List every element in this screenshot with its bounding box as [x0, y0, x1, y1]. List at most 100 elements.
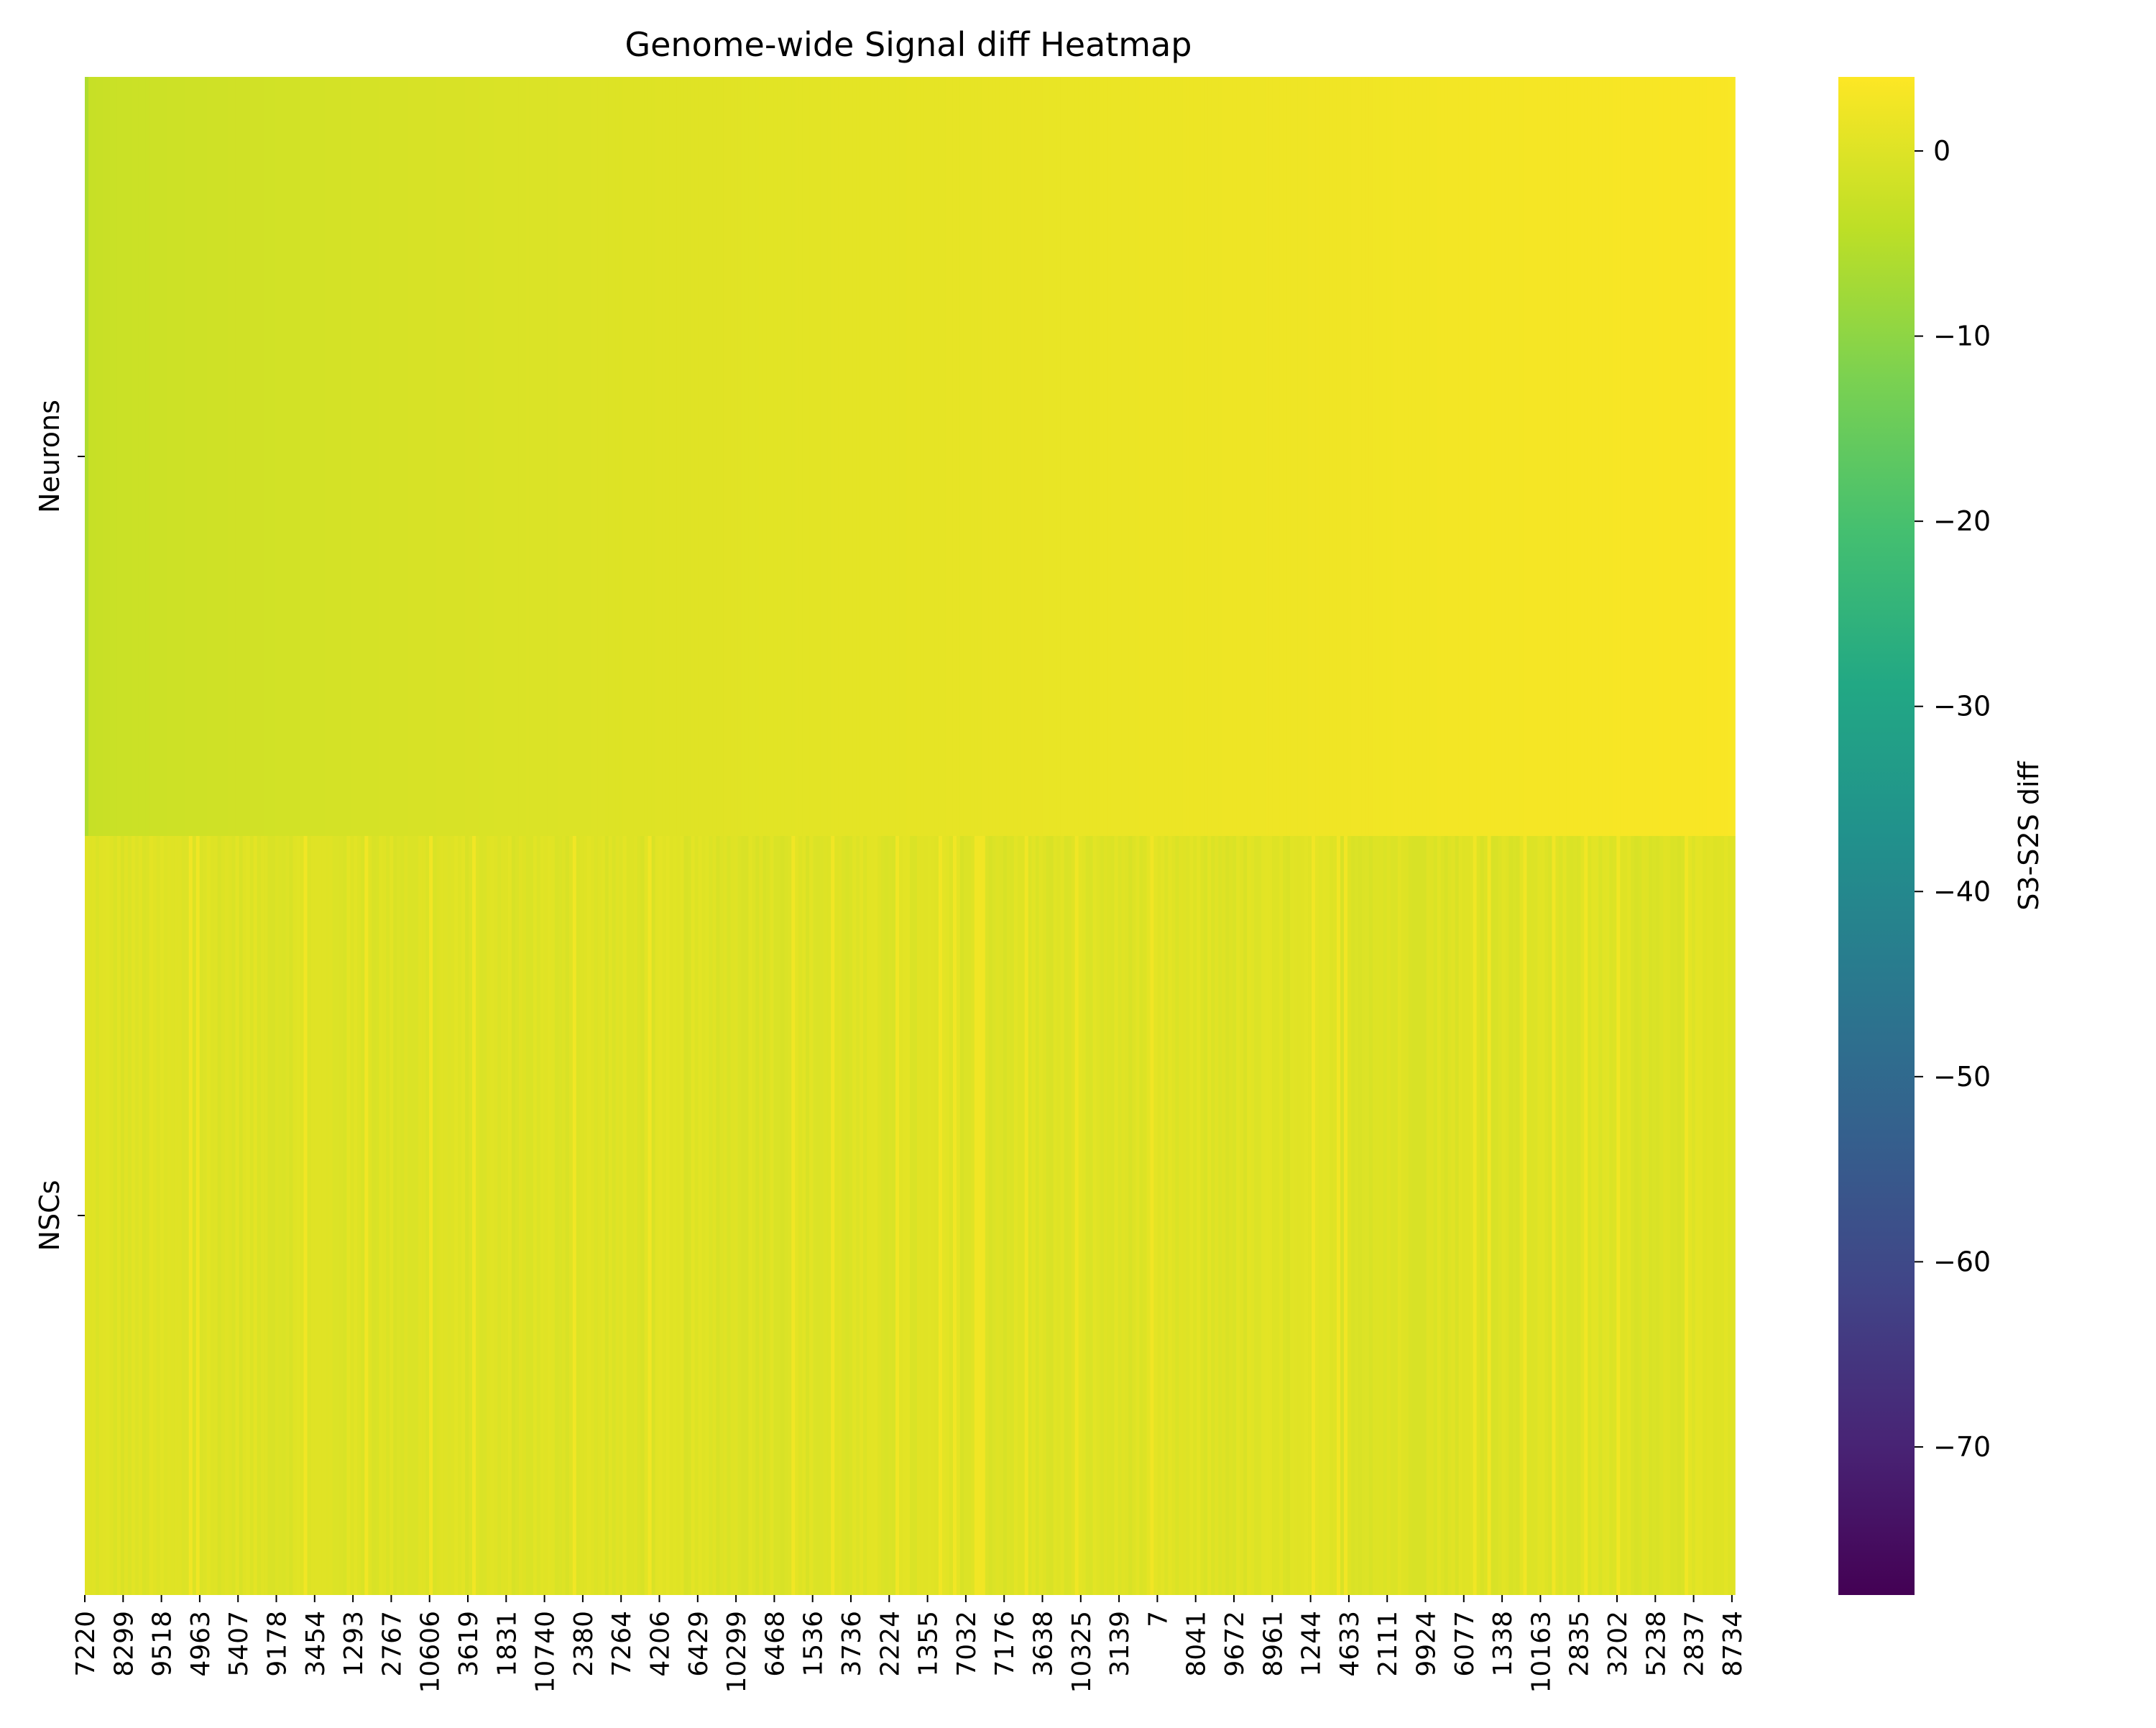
heatmap-cell	[1685, 77, 1689, 836]
heatmap-cell	[1003, 77, 1008, 836]
heatmap-cell	[683, 836, 688, 1595]
x-tick-label: 9924	[1412, 1611, 1442, 1677]
heatmap-cell	[831, 77, 835, 836]
heatmap-cell	[1429, 77, 1434, 836]
heatmap-cell	[1078, 77, 1083, 836]
heatmap-cell	[640, 77, 645, 836]
heatmap-cell	[1053, 836, 1058, 1595]
heatmap-cell	[1670, 77, 1674, 836]
heatmap-cell	[1143, 836, 1148, 1595]
heatmap-cell	[622, 77, 627, 836]
heatmap-cell	[916, 77, 921, 836]
heatmap-cell	[88, 836, 93, 1595]
heatmap-cell	[257, 836, 262, 1595]
heatmap-cell	[730, 77, 735, 836]
heatmap-cell	[91, 77, 96, 836]
heatmap-cell	[1329, 77, 1334, 836]
heatmap-cell	[1724, 836, 1728, 1595]
heatmap-cell	[1207, 77, 1212, 836]
heatmap-cell	[529, 77, 534, 836]
heatmap-cell	[397, 77, 402, 836]
heatmap-cell	[465, 836, 469, 1595]
heatmap-cell	[622, 836, 627, 1595]
heatmap-cell	[1294, 77, 1298, 836]
heatmap-cell	[400, 77, 405, 836]
heatmap-cell	[895, 77, 900, 836]
heatmap-cell	[572, 77, 577, 836]
heatmap-cell	[1193, 836, 1198, 1595]
heatmap-cell	[397, 836, 402, 1595]
heatmap-cell	[372, 77, 377, 836]
heatmap-cell	[1211, 77, 1216, 836]
heatmap-cell	[1319, 77, 1323, 836]
heatmap-cell	[1649, 77, 1653, 836]
heatmap-cell	[1200, 836, 1205, 1595]
heatmap-cell	[1107, 836, 1112, 1595]
heatmap-cell	[364, 77, 369, 836]
heatmap-cell	[411, 77, 415, 836]
heatmap-cell	[949, 836, 954, 1595]
heatmap-cell	[181, 836, 186, 1595]
heatmap-cell	[773, 77, 778, 836]
heatmap-cell	[1408, 77, 1413, 836]
x-tick-label: 10606	[416, 1611, 446, 1693]
heatmap-cell	[422, 77, 426, 836]
heatmap-cells	[85, 77, 1736, 1595]
heatmap-cell	[1379, 77, 1384, 836]
heatmap-cell	[231, 77, 236, 836]
heatmap-cell	[1064, 836, 1069, 1595]
heatmap-cell	[1085, 836, 1090, 1595]
heatmap-cell	[550, 836, 556, 1595]
heatmap-cell	[626, 836, 631, 1595]
heatmap-cell	[1046, 77, 1051, 836]
heatmap-cell	[95, 836, 100, 1595]
heatmap-cell	[938, 836, 943, 1595]
x-tick-label: 1355	[914, 1611, 944, 1677]
heatmap-cell	[1064, 77, 1069, 836]
heatmap-cell	[454, 77, 459, 836]
heatmap-cell	[899, 836, 903, 1595]
heatmap-cell	[174, 77, 179, 836]
heatmap-cell	[791, 77, 796, 836]
heatmap-cell	[1254, 836, 1258, 1595]
heatmap-cell	[1613, 77, 1618, 836]
heatmap-cell	[795, 836, 800, 1595]
heatmap-cell	[1555, 77, 1560, 836]
heatmap-cell	[1433, 77, 1438, 836]
heatmap-cell	[1566, 836, 1571, 1595]
heatmap-cell	[1168, 836, 1173, 1595]
heatmap-cell	[1570, 77, 1575, 836]
heatmap-cell	[1325, 836, 1330, 1595]
heatmap-cell	[518, 836, 523, 1595]
heatmap-cell	[1089, 77, 1094, 836]
heatmap-cell	[723, 836, 728, 1595]
heatmap-cell	[354, 77, 359, 836]
heatmap-cell	[1451, 77, 1456, 836]
heatmap-cell	[1677, 77, 1682, 836]
heatmap-cell	[368, 836, 373, 1595]
heatmap-cell	[1444, 77, 1449, 836]
heatmap-cell	[292, 77, 298, 836]
heatmap-cell	[590, 77, 595, 836]
heatmap-cell	[1010, 77, 1015, 836]
heatmap-cell	[1451, 836, 1456, 1595]
heatmap-cell	[719, 836, 724, 1595]
x-tick-label: 6468	[760, 1611, 790, 1677]
heatmap-cell	[343, 77, 348, 836]
heatmap-cell	[472, 836, 476, 1595]
heatmap-cell	[716, 77, 721, 836]
heatmap-cell	[1247, 836, 1251, 1595]
heatmap-cell	[458, 836, 462, 1595]
heatmap-cell	[1465, 836, 1470, 1595]
heatmap-cell	[755, 77, 760, 836]
heatmap-cell	[673, 836, 678, 1595]
heatmap-cell	[934, 836, 939, 1595]
heatmap-cell	[536, 836, 541, 1595]
heatmap-cell	[217, 836, 222, 1595]
heatmap-cell	[662, 836, 667, 1595]
heatmap-cell	[1283, 836, 1287, 1595]
heatmap-cell	[1283, 77, 1287, 836]
heatmap-cell	[888, 836, 893, 1595]
heatmap-cell	[400, 836, 405, 1595]
heatmap-cell	[831, 836, 835, 1595]
